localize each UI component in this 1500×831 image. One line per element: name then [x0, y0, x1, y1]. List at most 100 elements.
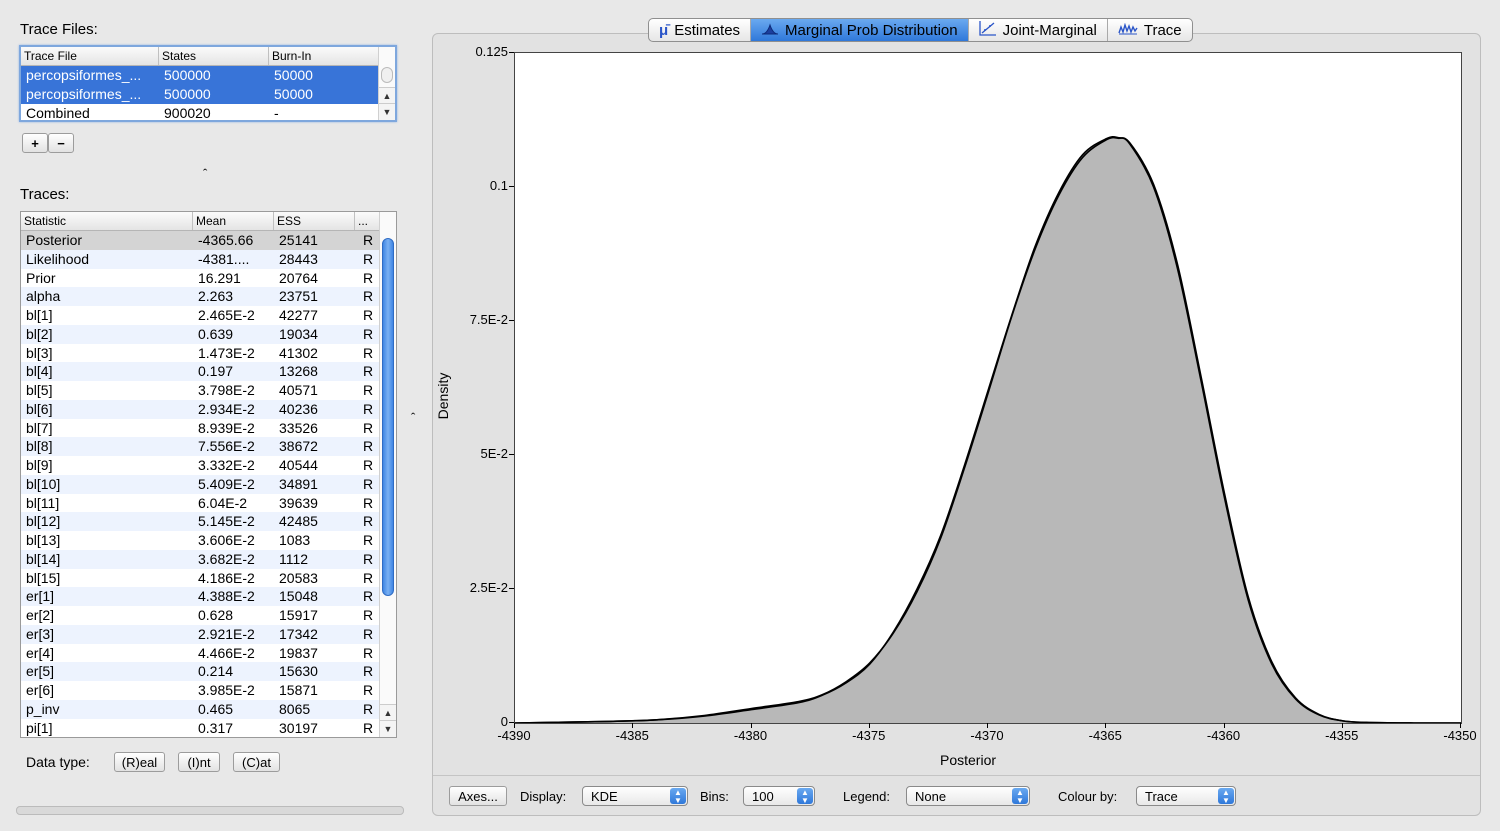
remove-trace-file-button[interactable]: − [48, 133, 74, 153]
trace-cell-type: R [363, 438, 374, 455]
trace-row[interactable]: er[6] 3.985E-2 15871 R [21, 681, 396, 700]
trace-cell-type: R [363, 532, 374, 548]
trace-row[interactable]: bl[3] 1.473E-2 41302 R [21, 344, 396, 363]
trace-row[interactable]: er[4] 4.466E-2 19837 R [21, 644, 396, 663]
trace-cell-ess: 34891 [279, 475, 318, 492]
trace-row[interactable]: bl[2] 0.639 19034 R [21, 324, 396, 344]
trace-file-row[interactable]: percopsiformes_... 500000 50000 [21, 66, 395, 85]
trace-files-table[interactable]: Trace File States Burn-In percopsiformes… [19, 45, 397, 122]
trace-file-row[interactable]: percopsiformes_... 500000 50000 [21, 84, 395, 104]
legend-label: Legend: [843, 789, 890, 804]
trace-row[interactable]: bl[13] 3.606E-2 1083 R [21, 531, 396, 550]
col-statistic[interactable]: Statistic [21, 212, 193, 230]
trace-row[interactable]: Posterior -4365.66 25141 R [21, 231, 396, 250]
trace-cell-type: R [363, 250, 374, 267]
trace-cell-type: R [363, 475, 374, 492]
tab-marginal-prob-distribution[interactable]: Marginal Prob Distribution [751, 19, 969, 41]
trace-cell-mean: 5.145E-2 [198, 513, 255, 530]
y-axis-label: Density [435, 372, 451, 420]
traces-scroll-thumb[interactable] [382, 238, 394, 596]
tab-trace[interactable]: Trace [1108, 19, 1192, 41]
trace-cell-type: R [363, 232, 374, 248]
col-mean[interactable]: Mean [193, 212, 274, 230]
tab-estimates-label: Estimates [674, 21, 741, 39]
trace-cell-ess: 40236 [279, 400, 318, 417]
trace-cell-mean: 3.332E-2 [198, 457, 255, 473]
col-burn-in[interactable]: Burn-In [269, 47, 379, 65]
trace-cell-type: R [363, 269, 374, 286]
trace-row[interactable]: bl[7] 8.939E-2 33526 R [21, 419, 396, 438]
trace-row[interactable]: bl[8] 7.556E-2 38672 R [21, 437, 396, 456]
col-trace-file[interactable]: Trace File [21, 47, 159, 65]
trace-row[interactable]: Likelihood -4381.... 28443 R [21, 249, 396, 269]
trace-cell-stat: bl[7] [26, 419, 53, 436]
trace-row[interactable]: pi[1] 0.317 30197 R [21, 719, 396, 738]
trace-cell-mean: 1.473E-2 [198, 344, 255, 361]
trace-row[interactable]: bl[6] 2.934E-2 40236 R [21, 399, 396, 419]
colour-by-select[interactable]: Trace ▲ ▼ [1136, 786, 1236, 806]
density-plot [515, 136, 1461, 723]
scroll-up-icon[interactable]: ▲ [379, 87, 395, 104]
trace-row[interactable]: bl[5] 3.798E-2 40571 R [21, 381, 396, 400]
trace-row[interactable]: er[5] 0.214 15630 R [21, 662, 396, 681]
trace-cell-type: R [363, 682, 374, 698]
trace-cell-ess: 40544 [279, 457, 318, 473]
trace-row[interactable]: bl[4] 0.197 13268 R [21, 362, 396, 381]
trace-cell-type: R [363, 494, 374, 511]
bins-select[interactable]: 100 ▲ ▼ [743, 786, 815, 806]
trace-row[interactable]: er[1] 4.388E-2 15048 R [21, 587, 396, 606]
trace-row[interactable]: bl[9] 3.332E-2 40544 R [21, 456, 396, 475]
trace-file-row[interactable]: Combined 900020 - [21, 104, 395, 121]
trace-files-scroll-thumb[interactable] [381, 67, 393, 83]
cat-type-button[interactable]: (C)at [233, 752, 280, 772]
real-type-button[interactable]: (R)eal [114, 752, 165, 772]
col-states[interactable]: States [159, 47, 269, 65]
trace-row[interactable]: Prior 16.291 20764 R [21, 269, 396, 288]
y-tick-mark [509, 454, 514, 455]
axes-button[interactable]: Axes... [449, 786, 507, 806]
col-type[interactable]: ... [355, 212, 380, 230]
trace-row[interactable]: bl[12] 5.145E-2 42485 R [21, 512, 396, 531]
plot-area[interactable] [514, 52, 1462, 724]
int-type-button[interactable]: (I)nt [178, 752, 220, 772]
trace-row[interactable]: er[3] 2.921E-2 17342 R [21, 624, 396, 644]
trace-cell-stat: bl[9] [26, 457, 53, 473]
trace-row[interactable]: bl[10] 5.409E-2 34891 R [21, 474, 396, 494]
display-select[interactable]: KDE ▲ ▼ [582, 786, 688, 806]
trace-cell-mean: 5.409E-2 [198, 475, 255, 492]
divider-collapse-icon[interactable]: ˆ [411, 410, 416, 425]
left-panel-hscroll[interactable] [16, 806, 404, 815]
trace-row[interactable]: er[2] 0.628 15917 R [21, 606, 396, 625]
trace-cell-stat: bl[10] [26, 475, 61, 492]
trace-row[interactable]: p_inv 0.465 8065 R [21, 699, 396, 719]
legend-value: None [915, 789, 947, 804]
traces-scroll-down-icon[interactable]: ▼ [380, 720, 396, 737]
trace-row[interactable]: alpha 2.263 23751 R [21, 287, 396, 306]
traces-scrollbar[interactable]: ▲ ▼ [379, 212, 396, 737]
traces-table[interactable]: Statistic Mean ESS ... Posterior -4365.66… [20, 211, 397, 738]
trace-row[interactable]: bl[1] 2.465E-2 42277 R [21, 306, 396, 325]
density-line-2 [515, 136, 1461, 723]
trace-files-scrollbar[interactable]: ▲ ▼ [378, 47, 395, 120]
bins-label: Bins: [700, 789, 729, 804]
display-label: Display: [520, 789, 567, 804]
x-tick-label: -4370 [970, 728, 1004, 743]
trace-file-cell-file: percopsiformes_... [26, 67, 142, 83]
traces-scroll-up-icon[interactable]: ▲ [380, 704, 396, 721]
scroll-down-icon[interactable]: ▼ [379, 103, 395, 120]
x-tick-mark [868, 723, 870, 728]
trace-file-cell-burnin: - [274, 104, 279, 121]
chevron-updown-icon: ▲ ▼ [1218, 788, 1234, 805]
tab-estimates[interactable]: μ̄ Estimates [649, 19, 752, 41]
trace-row[interactable]: bl[15] 4.186E-2 20583 R [21, 569, 396, 588]
add-trace-file-button[interactable]: + [22, 133, 48, 153]
splitter-collapse-icon[interactable]: ˆ [203, 166, 208, 181]
tab-joint-marginal[interactable]: Joint-Marginal [969, 19, 1108, 41]
y-tick-mark [509, 588, 514, 589]
col-ess[interactable]: ESS [274, 212, 355, 230]
legend-select[interactable]: None ▲ ▼ [906, 786, 1030, 806]
trace-cell-type: R [363, 663, 374, 680]
trace-cell-mean: 2.263 [198, 288, 234, 305]
trace-row[interactable]: bl[11] 6.04E-2 39639 R [21, 494, 396, 513]
trace-row[interactable]: bl[14] 3.682E-2 1112 R [21, 549, 396, 569]
